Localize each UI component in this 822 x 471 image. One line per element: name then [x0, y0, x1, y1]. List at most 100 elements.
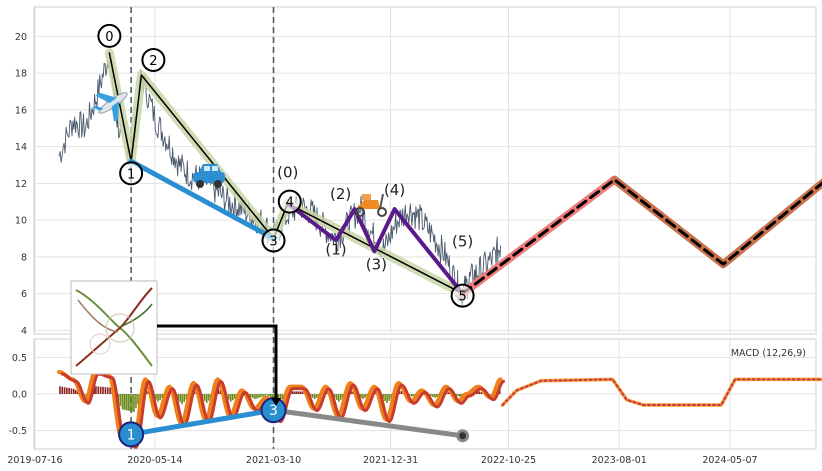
macd-bar: [233, 394, 236, 399]
macd-bar: [63, 387, 66, 394]
macd-bar: [133, 394, 135, 412]
airplane-icon: [92, 92, 128, 122]
wave-circle: [277, 189, 302, 214]
scooter-icon: [355, 193, 387, 217]
macd-bar: [480, 392, 483, 394]
macd-legend: MACD (12,26,9): [731, 348, 806, 359]
macd-bar: [311, 394, 314, 398]
macd-bar: [335, 394, 338, 400]
macd-bar: [460, 394, 463, 396]
macd-bar: [75, 390, 77, 394]
macd-bar: [125, 394, 128, 411]
wave-label-0: 0: [105, 30, 113, 45]
price-tick-label: 4: [21, 326, 27, 337]
macd-bar: [313, 394, 316, 400]
macd-bar: [219, 391, 222, 394]
connector-arrowhead: [271, 398, 281, 406]
macd-bar: [159, 394, 161, 400]
macd-bar: [342, 394, 344, 398]
macd-bar: [183, 394, 186, 402]
macd-bar: [217, 388, 220, 394]
sub-wave-label: (0): [277, 164, 298, 182]
macd-bar: [400, 391, 403, 394]
x-tick-label: 2023-08-01: [592, 455, 647, 466]
macd-bar: [70, 388, 73, 394]
macd-wave-circle: [118, 421, 145, 448]
wave-labels: 0 1 2 3 4 5 (0) (1) (2) (3) (4) (5): [97, 23, 475, 308]
macd-bar: [295, 391, 298, 394]
macd-bar: [135, 394, 137, 409]
macd-bar: [137, 394, 139, 405]
macd-bar: [340, 394, 342, 400]
macd-bar: [390, 394, 392, 399]
macd-bar: [203, 394, 206, 401]
sub-wave-label: (1): [325, 240, 346, 258]
macd-bar: [157, 394, 159, 402]
macd-bar: [279, 394, 282, 402]
macd-bar: [448, 392, 450, 394]
macd-bar: [478, 391, 481, 394]
macd-bar: [102, 386, 104, 394]
price-tick-label: 8: [21, 252, 27, 263]
macd-bar: [97, 386, 100, 394]
macd-bar: [432, 394, 434, 397]
projection-dashed-line: [461, 178, 822, 296]
wave-label-1: 1: [127, 167, 135, 182]
macd-bar: [337, 394, 340, 402]
macd-bar: [109, 387, 111, 394]
macd-bar: [412, 394, 415, 396]
macd-bar: [123, 394, 126, 410]
macd-bar: [106, 387, 109, 394]
wave-circle: [261, 228, 286, 253]
price-y-ticks: 4 6 8 10 12 14 16 18 20: [15, 32, 27, 337]
macd-wave-grey: [271, 407, 466, 439]
price-tick-label: 16: [15, 105, 27, 116]
macd-bar: [179, 394, 181, 403]
macd-bar: [297, 391, 300, 394]
inset-connector: [157, 324, 278, 402]
sub-wave-label: (5): [452, 233, 473, 251]
price-tick-label: 18: [15, 69, 27, 80]
x-tick-label: 2021-03-10: [246, 455, 301, 466]
macd-bar: [360, 394, 362, 398]
wave-label-4: 4: [286, 196, 294, 211]
macd-bar: [386, 394, 388, 403]
macd-bar: [231, 394, 234, 401]
macd-tick-label: 0.0: [12, 390, 27, 401]
macd-bar: [476, 391, 478, 394]
macd-bar: [227, 394, 230, 400]
macd-bar: [382, 394, 384, 400]
macd-bar: [299, 391, 302, 394]
car-icon: [193, 164, 225, 188]
macd-bar: [72, 388, 75, 394]
x-axis-ticks: 2019-07-16 2020-05-14 2021-03-10 2021-12-31…: [7, 455, 757, 466]
macd-wave-endpoint: [456, 429, 470, 443]
macd-bar: [262, 394, 264, 397]
macd-bar: [254, 394, 256, 400]
wave-circle: [141, 47, 166, 72]
macd-bar: [315, 394, 318, 398]
macd-bar: [301, 391, 304, 394]
macd-bar: [127, 394, 129, 411]
macd-tick-label: 0.5: [12, 353, 27, 364]
macd-bar: [230, 394, 232, 402]
x-tick-label: 2022-10-25: [481, 455, 536, 466]
macd-bar: [264, 394, 266, 396]
macd-bar: [281, 394, 284, 400]
sub-wave-line: [285, 201, 465, 296]
macd-bar: [61, 386, 64, 394]
macd-bar: [68, 388, 70, 394]
macd-bar: [498, 389, 501, 394]
macd-tick-label: -0.5: [8, 426, 27, 437]
macd-bar: [388, 394, 390, 401]
macd-bar: [352, 391, 354, 394]
macd-wave-label: 1: [127, 427, 136, 443]
sub-wave-label: (4): [384, 181, 405, 199]
x-tick-label: 2021-12-31: [363, 455, 418, 466]
macd-extension-dots: [501, 378, 822, 406]
macd-bar: [85, 394, 87, 397]
macd-bar: [333, 394, 336, 399]
macd-bar: [93, 388, 96, 394]
macd-bar: [99, 386, 102, 394]
